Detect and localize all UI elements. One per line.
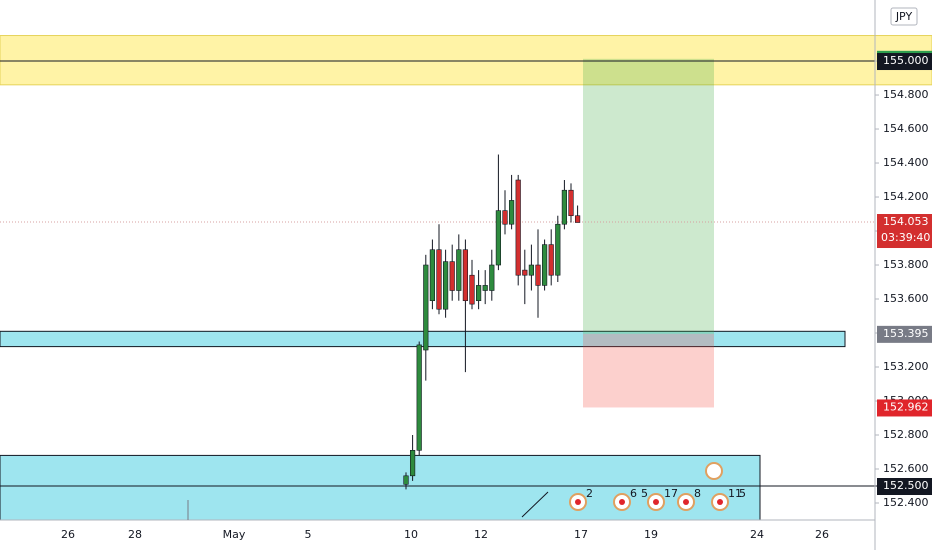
currency: JPY (895, 10, 913, 23)
candle-body (528, 264, 534, 276)
x-tick-label: 26 (61, 528, 75, 541)
x-tick-label: 28 (128, 528, 142, 541)
x-tick-label: 10 (404, 528, 418, 541)
y-tick-label: 154.800 (883, 88, 929, 101)
candle-body (436, 249, 442, 310)
loss-zone (583, 333, 714, 408)
candle-body (541, 244, 548, 286)
event-dot (575, 499, 581, 505)
price-label-box (877, 478, 932, 496)
y-tick-label: 154.600 (883, 122, 929, 135)
event-count: 11 (728, 487, 742, 500)
y-tick-label: 153.600 (883, 292, 929, 305)
candle-body (574, 215, 581, 223)
candle-body (508, 200, 515, 225)
event-count: 17 (664, 487, 678, 500)
x-tick-label: 26 (815, 528, 829, 541)
event-count: 5 (739, 487, 746, 500)
event-count: 5 (641, 487, 648, 500)
currency-box (890, 7, 918, 26)
candle-body (482, 285, 488, 291)
x-tick-label: 17 (574, 528, 588, 541)
candle-body (416, 344, 422, 451)
price-label: 155.000 (883, 54, 929, 67)
candle-body (535, 264, 541, 286)
candle-body (429, 249, 436, 302)
zone (0, 35, 932, 86)
y-tick-label: 152.600 (883, 462, 929, 475)
event-count: 2 (586, 487, 593, 500)
candle-body (502, 210, 508, 225)
x-tick-label: 5 (305, 528, 312, 541)
plot: 152.400152.600152.800153.000153.200153.4… (0, 35, 932, 541)
x-tick-label: 19 (644, 528, 658, 541)
candle-body (489, 264, 495, 291)
event-count: 6 (630, 487, 637, 500)
y-tick-label: 154.400 (883, 156, 929, 169)
event-dot (717, 499, 723, 505)
x-tick-label: 12 (474, 528, 488, 541)
countdown: 03:39:40 (881, 231, 930, 244)
zone (0, 454, 761, 521)
trend-line (521, 491, 549, 518)
event-count: 8 (694, 487, 701, 500)
y-tick-label: 152.800 (883, 428, 929, 441)
event-dot (653, 499, 659, 505)
price-label: 153.395 (883, 327, 929, 340)
candle-body (462, 249, 469, 302)
candle-body (555, 223, 561, 276)
candle-body (495, 210, 502, 266)
candle-body (449, 261, 455, 291)
y-tick-label: 154.200 (883, 190, 929, 203)
zone (0, 330, 846, 348)
y-tick-label: 152.400 (883, 496, 929, 509)
price-label-box (877, 53, 932, 71)
candle-body (469, 274, 475, 305)
y-tick-label: 153.200 (883, 360, 929, 373)
candle-body (522, 269, 528, 276)
price-label-box (877, 399, 932, 417)
candle-body (456, 249, 462, 291)
price-label: 152.500 (883, 479, 929, 492)
price-label-box (877, 214, 932, 249)
y-tick-label: 153.800 (883, 258, 929, 271)
candle-body (548, 244, 554, 276)
candle-body (568, 189, 574, 217)
event-dot (683, 499, 689, 505)
candle-body (442, 261, 449, 310)
event-dot (619, 499, 625, 505)
candle-body (515, 179, 521, 276)
candle-body (409, 450, 416, 477)
x-tick-label: 24 (750, 528, 764, 541)
price-label: 154.053 (883, 215, 929, 228)
candle-body (423, 264, 429, 351)
event-icon (705, 462, 723, 480)
candle-body (561, 189, 567, 225)
candle-body (475, 285, 482, 302)
price-label-box (877, 325, 932, 343)
x-tick-label: May (223, 528, 246, 541)
profit-zone (583, 58, 714, 334)
candle-body (403, 475, 409, 485)
price-label: 152.962 (883, 400, 929, 413)
